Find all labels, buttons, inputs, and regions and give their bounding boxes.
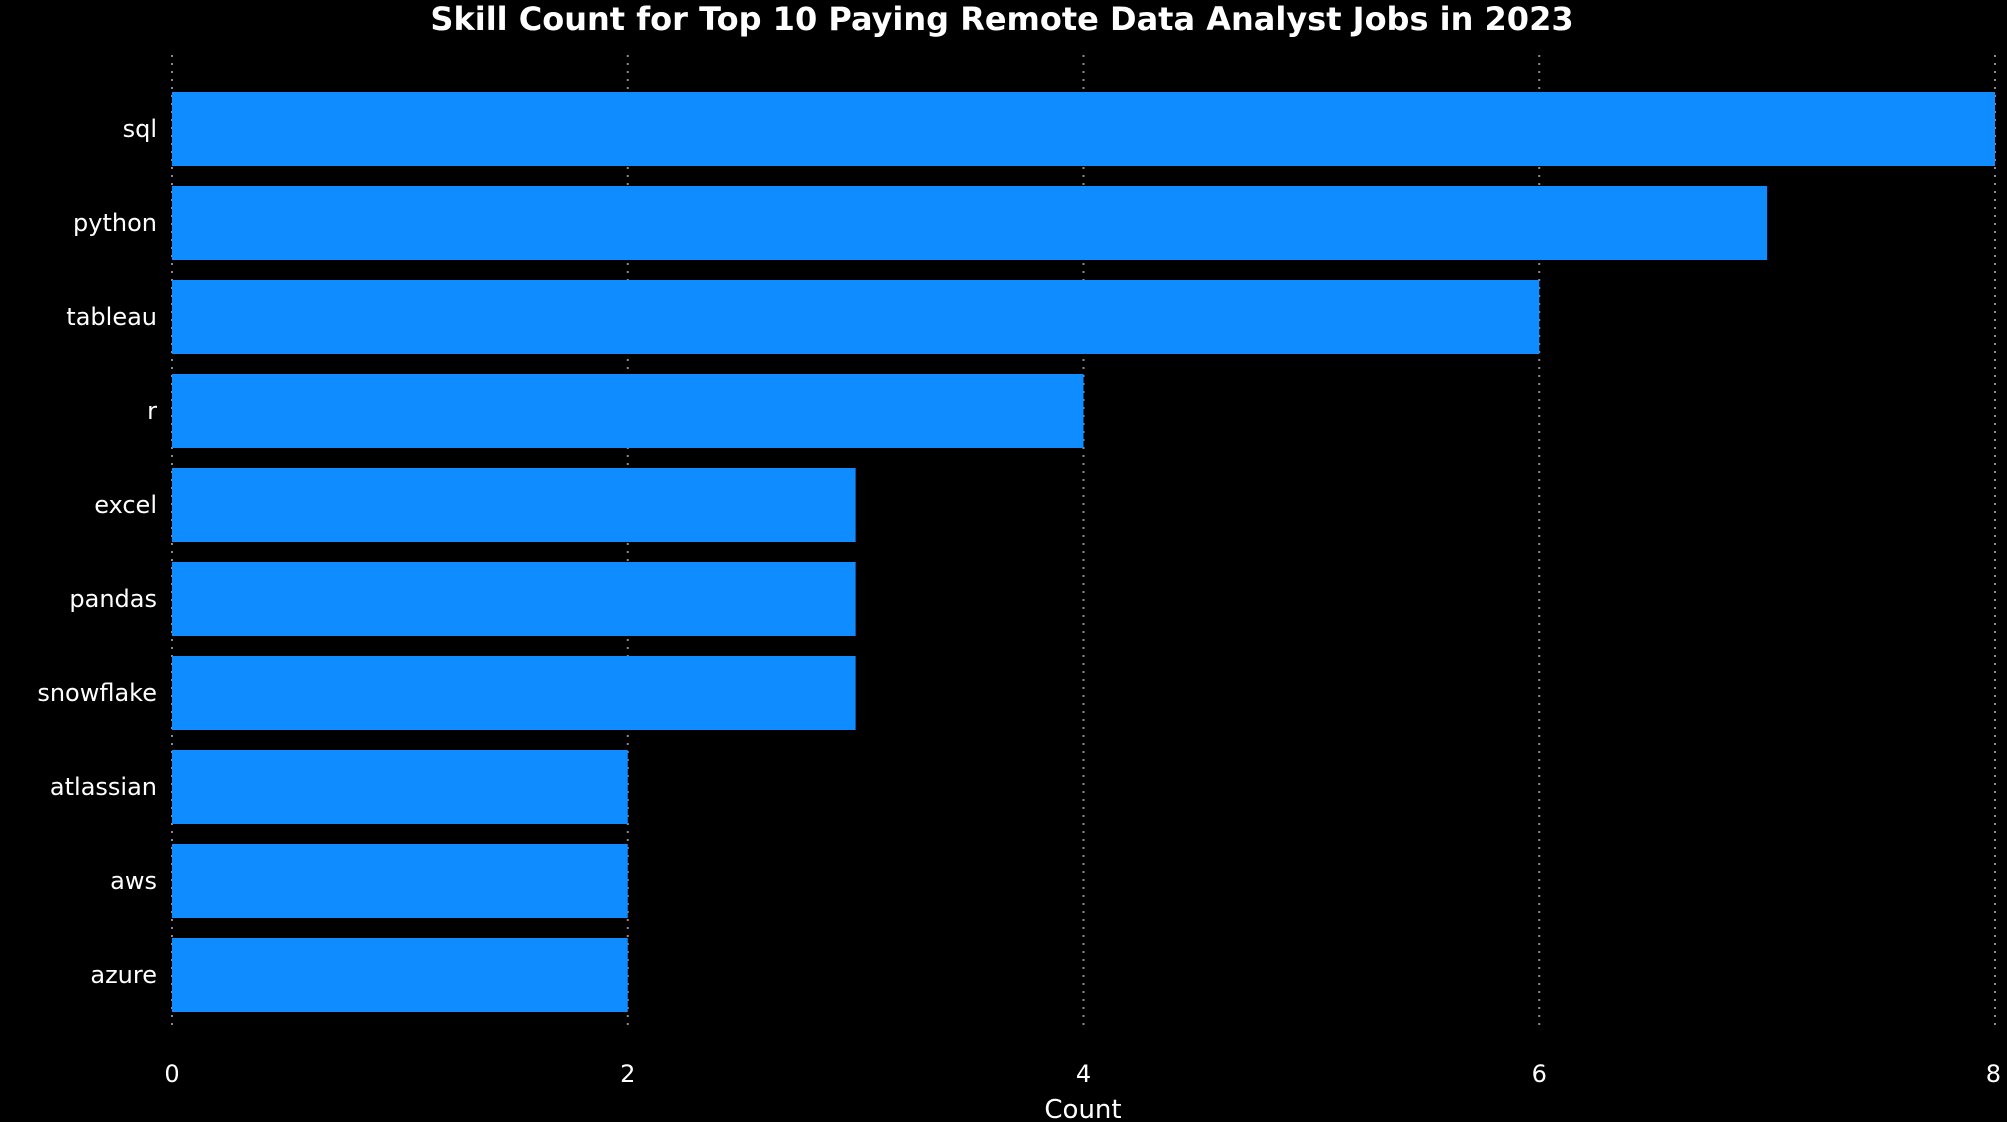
x-tick-labels: 0 2 4 6 8 (164, 1060, 2001, 1088)
category-label-excel: excel (94, 491, 157, 519)
bar-aws (172, 844, 628, 918)
chart-title: Skill Count for Top 10 Paying Remote Dat… (430, 0, 1573, 38)
category-label-tableau: tableau (66, 303, 157, 331)
bar-pandas (172, 562, 856, 636)
x-tick-label: 4 (1076, 1060, 1091, 1088)
x-tick-label: 8 (1986, 1060, 2001, 1088)
category-label-pandas: pandas (69, 585, 157, 613)
bar-atlassian (172, 750, 628, 824)
bar-python (172, 186, 1768, 260)
bars (172, 92, 1995, 1012)
bar-snowflake (172, 656, 856, 730)
bar-azure (172, 938, 628, 1012)
bar-sql (172, 92, 1995, 166)
bar-r (172, 374, 1084, 448)
x-tick-label: 0 (164, 1060, 179, 1088)
bar-excel (172, 468, 856, 542)
category-label-aws: aws (110, 867, 157, 895)
category-label-atlassian: atlassian (50, 773, 157, 801)
category-label-snowflake: snowflake (37, 679, 157, 707)
category-label-sql: sql (123, 115, 157, 143)
bar-tableau (172, 280, 1540, 354)
category-label-r: r (147, 397, 157, 425)
x-tick-label: 2 (620, 1060, 635, 1088)
category-labels: sql python tableau r excel pandas snowflake atl… (37, 115, 157, 989)
x-axis-label: Count (1044, 1095, 1121, 1122)
category-label-python: python (73, 209, 157, 237)
category-label-azure: azure (90, 961, 157, 989)
x-tick-label: 6 (1532, 1060, 1547, 1088)
